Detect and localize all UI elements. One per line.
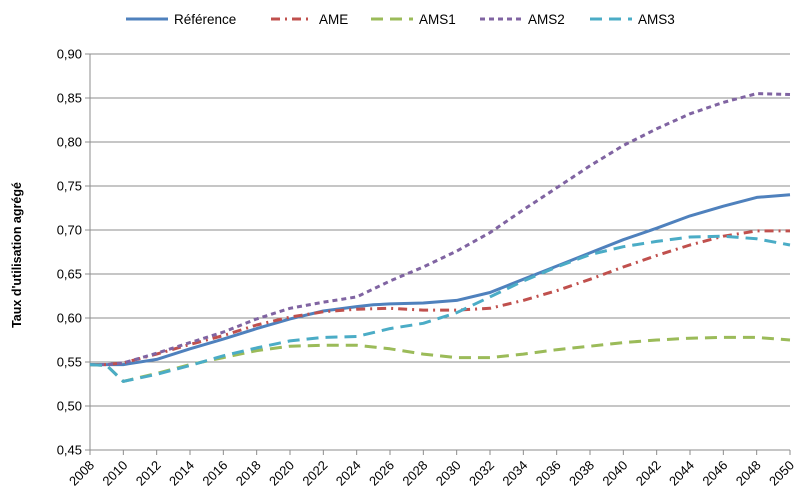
y-tick-label: 0,85 xyxy=(57,91,82,106)
y-tick-label: 0,65 xyxy=(57,267,82,282)
x-tick-label: 2036 xyxy=(533,458,564,489)
series-line-5 xyxy=(89,234,791,383)
x-tick-label: 2014 xyxy=(166,458,197,489)
y-tick-label: 0,70 xyxy=(57,223,82,238)
x-axis-ticks: 2008 2010 2012 2014 2016 2018 2020 2022 2024 2026… xyxy=(66,450,797,489)
x-tick-label: 2038 xyxy=(566,458,597,489)
x-tick-label: 2032 xyxy=(466,458,497,489)
y-tick-label: 0,55 xyxy=(57,355,82,370)
x-tick-label: 2048 xyxy=(733,458,764,489)
x-tick-label: 2034 xyxy=(499,458,530,489)
legend-label-2: AME xyxy=(319,12,348,27)
x-tick-label: 2050 xyxy=(766,458,797,489)
x-tick-label: 2016 xyxy=(199,458,230,489)
x-tick-label: 2008 xyxy=(66,458,97,489)
legend-label-5: AMS3 xyxy=(638,12,675,27)
gridlines xyxy=(90,53,790,451)
x-tick-label: 2012 xyxy=(133,458,164,489)
legend-label-1: Référence xyxy=(174,12,236,27)
y-tick-label: 0,75 xyxy=(57,179,82,194)
legend-label-4: AMS2 xyxy=(528,12,565,27)
legend-label-3: AMS1 xyxy=(419,12,456,27)
x-tick-label: 2024 xyxy=(333,458,364,489)
x-tick-label: 2010 xyxy=(99,458,130,489)
x-tick-label: 2026 xyxy=(366,458,397,489)
series-line-2 xyxy=(90,229,790,367)
y-tick-label: 0,45 xyxy=(57,443,82,458)
x-tick-label: 2022 xyxy=(299,458,330,489)
x-tick-label: 2040 xyxy=(599,458,630,489)
x-tick-label: 2030 xyxy=(433,458,464,489)
y-tick-label: 0,90 xyxy=(57,47,82,62)
x-tick-label: 2020 xyxy=(266,458,297,489)
series-line-4 xyxy=(90,92,791,367)
y-tick-label: 0,60 xyxy=(57,311,82,326)
x-tick-label: 2028 xyxy=(399,458,430,489)
x-tick-label: 2018 xyxy=(233,458,264,489)
y-axis-ticks: 0,45 0,50 0,55 0,60 0,65 0,70 0,75 0,80 0,85 0,90 xyxy=(57,47,90,458)
legend: Référence AME AMS1 AMS2 AMS3 xyxy=(126,12,675,27)
x-tick-label: 2046 xyxy=(699,458,730,489)
x-tick-label: 2044 xyxy=(666,458,697,489)
series-lines xyxy=(89,92,791,383)
y-axis-title: Taux d'utilisation agrégé xyxy=(10,182,24,328)
series-line-1 xyxy=(90,193,791,367)
axes xyxy=(89,54,790,451)
y-tick-label: 0,50 xyxy=(57,399,82,414)
x-tick-label: 2042 xyxy=(633,458,664,489)
y-tick-label: 0,80 xyxy=(57,135,82,150)
